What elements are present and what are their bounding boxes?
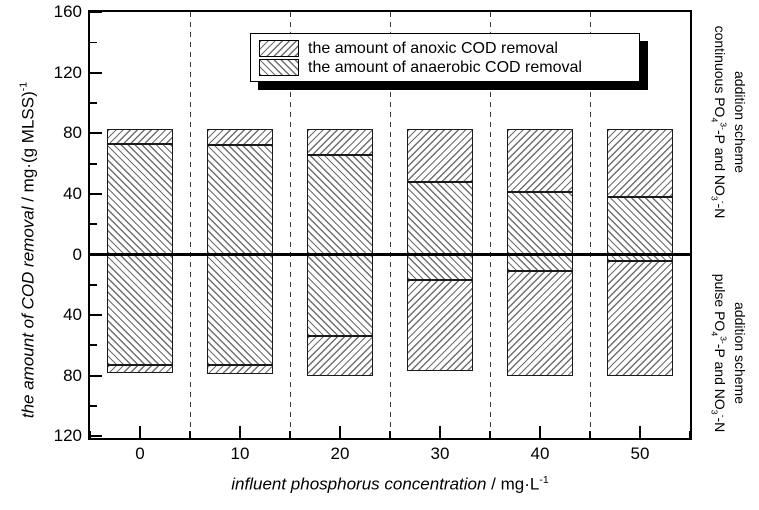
- legend-label-anoxic: the amount of anoxic COD removal: [308, 39, 558, 57]
- pulse-scheme-label: pulse PO43--P and NO3--N: [709, 274, 728, 433]
- y-axis-tick-label: 40: [63, 305, 82, 325]
- scheme-divider-dashed-line: [389, 12, 391, 438]
- continuous-scheme-label-line2: addition scheme: [732, 71, 748, 173]
- bar-segment-anaerobic-pulse: [407, 254, 473, 281]
- y-axis-major-tick: [90, 11, 102, 14]
- legend-item-anaerobic: the amount of anaerobic COD removal: [259, 58, 639, 77]
- y-axis-tick-label: 0: [72, 244, 82, 264]
- y-axis-minor-tick: [90, 102, 97, 104]
- bar-segment-anaerobic-continuous: [307, 154, 373, 255]
- bar-segment-anoxic-pulse: [207, 365, 273, 375]
- label-part: continuous PO: [712, 25, 729, 118]
- legend-item-anoxic: the amount of anoxic COD removal: [259, 39, 639, 58]
- y-axis-major-tick: [90, 193, 102, 195]
- bar-segment-anaerobic-continuous: [107, 143, 173, 255]
- bar-segment-anaerobic-continuous: [407, 181, 473, 255]
- y-axis-tick-label: 160: [53, 2, 82, 22]
- scheme-divider-dashed-line: [589, 12, 591, 438]
- bar-segment-anoxic-pulse: [407, 280, 473, 372]
- y-axis-major-tick: [90, 132, 102, 135]
- bar-segment-anoxic-pulse: [507, 271, 573, 376]
- label-part: -1: [17, 81, 30, 92]
- y-axis-major-tick: [90, 71, 102, 74]
- y-axis-minor-tick: [90, 283, 97, 286]
- y-axis-tick-label: 80: [63, 123, 82, 143]
- x-axis-tick-label: 10: [230, 444, 250, 463]
- bar-segment-anaerobic-continuous: [507, 192, 573, 255]
- bar-segment-anaerobic-pulse: [507, 254, 573, 272]
- label-part: / mg·L: [486, 474, 540, 494]
- x-axis-minor-tick: [489, 431, 491, 438]
- pulse-scheme-label-line2: addition scheme: [732, 302, 748, 404]
- legend-box: the amount of anoxic COD removal the amo…: [250, 33, 640, 82]
- bar-segment-anoxic-pulse: [107, 365, 173, 373]
- label-part: -P and NO: [712, 343, 729, 410]
- x-axis-minor-tick: [289, 431, 291, 438]
- bar-segment-anaerobic-continuous: [207, 145, 273, 255]
- bar-segment-anoxic-pulse: [307, 336, 373, 376]
- label-part: -P and NO: [712, 130, 729, 196]
- anoxic-hatch-swatch: [259, 40, 299, 57]
- continuous-scheme-label: continuous PO43--P and NO3--N: [709, 26, 728, 219]
- scheme-divider-dashed-line: [289, 12, 291, 438]
- x-axis-major-tick: [539, 426, 541, 438]
- y-axis-tick-label: 120: [53, 62, 82, 82]
- x-axis-major-tick: [339, 426, 341, 438]
- x-axis-minor-tick: [689, 431, 691, 438]
- bar-segment-anoxic-continuous: [207, 128, 273, 146]
- label-part: addition scheme: [732, 302, 748, 404]
- bar-segment-anaerobic-pulse: [307, 254, 373, 337]
- y-axis-minor-tick: [90, 223, 97, 226]
- x-axis-major-tick: [239, 426, 241, 438]
- label-part: addition scheme: [732, 71, 748, 173]
- label-part: -N: [712, 417, 729, 433]
- label-part: / mg·(g MLSS): [18, 91, 38, 207]
- y-axis-major-tick: [90, 314, 102, 316]
- x-axis-tick-label: 40: [530, 444, 550, 463]
- legend-label-anaerobic: the amount of anaerobic COD removal: [308, 58, 582, 76]
- y-axis-major-tick: [90, 374, 102, 377]
- x-axis-minor-tick: [389, 431, 391, 438]
- y-axis-major-tick: [90, 253, 102, 256]
- scheme-divider-dashed-line: [189, 12, 191, 438]
- zero-axis-line: [90, 253, 690, 256]
- label-part: -1: [539, 474, 549, 486]
- bar-segment-anoxic-continuous: [307, 128, 373, 155]
- x-axis-tick-label: 0: [135, 444, 145, 463]
- y-axis-tick-label: 80: [63, 365, 82, 385]
- bar-segment-anoxic-pulse: [607, 260, 673, 376]
- y-axis-minor-tick: [90, 405, 97, 407]
- scheme-divider-dashed-line: [489, 12, 491, 438]
- x-axis-tick-label: 20: [330, 444, 350, 463]
- y-axis-major-tick: [90, 435, 102, 438]
- x-axis-tick-label: 30: [430, 444, 450, 463]
- bar-segment-anoxic-continuous: [407, 128, 473, 182]
- y-axis-minor-tick: [90, 41, 97, 44]
- x-axis-minor-tick: [589, 431, 591, 438]
- bar-segment-anoxic-continuous: [507, 128, 573, 193]
- label-part: influent phosphorus concentration: [231, 474, 487, 494]
- bar-segment-anaerobic-continuous: [607, 196, 673, 255]
- label-part: the amount of COD removal: [18, 206, 38, 419]
- label-part: -N: [712, 203, 729, 219]
- bar-segment-anaerobic-pulse: [107, 254, 173, 366]
- x-axis-major-tick: [139, 426, 141, 438]
- x-axis-minor-tick: [89, 431, 91, 438]
- x-axis-title: influent phosphorus concentration / mg·L…: [88, 474, 692, 495]
- x-axis-minor-tick: [189, 431, 191, 438]
- y-axis-tick-label: 40: [63, 183, 82, 203]
- anaerobic-hatch-swatch: [259, 59, 299, 76]
- y-axis-minor-tick: [90, 344, 97, 347]
- label-part: pulse PO: [712, 273, 729, 332]
- y-axis-minor-tick: [90, 162, 97, 165]
- y-axis-tick-label: 120: [53, 426, 82, 446]
- x-axis-major-tick: [639, 426, 641, 438]
- x-axis-tick-label: 50: [630, 444, 650, 463]
- label-part: 3-: [718, 336, 729, 344]
- bar-segment-anoxic-continuous: [607, 128, 673, 197]
- bar-segment-anaerobic-pulse: [207, 254, 273, 366]
- x-axis-major-tick: [439, 426, 441, 438]
- bar-segment-anoxic-continuous: [107, 128, 173, 144]
